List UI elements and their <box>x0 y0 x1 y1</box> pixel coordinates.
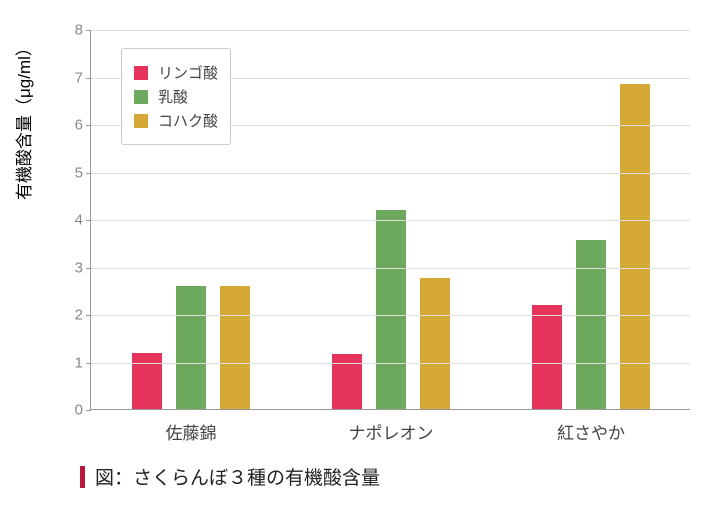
bar <box>576 240 606 409</box>
grid-line <box>91 315 690 316</box>
ytick-mark <box>86 220 91 221</box>
ytick-label: 4 <box>75 212 83 229</box>
caption-marker <box>80 466 85 488</box>
ytick-mark <box>86 30 91 31</box>
ytick-label: 2 <box>75 307 83 324</box>
y-axis-title: 有機酸含量（μg/ml） <box>10 39 35 200</box>
legend-item: リンゴ酸 <box>134 62 218 83</box>
grid-line <box>91 220 690 221</box>
bar <box>620 84 650 409</box>
ytick-mark <box>86 173 91 174</box>
ytick-label: 8 <box>75 22 83 39</box>
ytick-mark <box>86 410 91 411</box>
plot-area: リンゴ酸乳酸コハク酸 012345678佐藤錦ナポレオン紅さやか <box>90 30 690 410</box>
xtick-label: 紅さやか <box>557 419 625 444</box>
legend-swatch <box>134 90 148 104</box>
bar <box>420 278 450 409</box>
grid-line <box>91 173 690 174</box>
ytick-label: 3 <box>75 259 83 276</box>
figure: 有機酸含量（μg/ml） リンゴ酸乳酸コハク酸 012345678佐藤錦ナポレオ… <box>20 20 700 490</box>
legend-swatch <box>134 114 148 128</box>
ytick-mark <box>86 268 91 269</box>
caption-text: 図：さくらんぼ３種の有機酸含量 <box>95 463 380 490</box>
legend-item: コハク酸 <box>134 110 218 131</box>
ytick-label: 1 <box>75 354 83 371</box>
legend-label: コハク酸 <box>158 110 218 131</box>
legend: リンゴ酸乳酸コハク酸 <box>121 48 231 145</box>
legend-label: 乳酸 <box>158 86 188 107</box>
grid-line <box>91 30 690 31</box>
xtick-label: 佐藤錦 <box>166 419 217 444</box>
ytick-label: 0 <box>75 402 83 419</box>
ytick-mark <box>86 125 91 126</box>
ytick-label: 5 <box>75 164 83 181</box>
bar <box>220 286 250 409</box>
bar <box>376 210 406 410</box>
bar <box>132 353 162 409</box>
ytick-mark <box>86 315 91 316</box>
bar <box>532 305 562 410</box>
bar <box>176 286 206 409</box>
legend-item: 乳酸 <box>134 86 218 107</box>
ytick-label: 7 <box>75 69 83 86</box>
ytick-mark <box>86 78 91 79</box>
grid-line <box>91 363 690 364</box>
grid-line <box>91 268 690 269</box>
figure-caption: 図：さくらんぼ３種の有機酸含量 <box>80 463 380 490</box>
ytick-mark <box>86 363 91 364</box>
legend-swatch <box>134 66 148 80</box>
xtick-label: ナポレオン <box>349 419 434 444</box>
ytick-label: 6 <box>75 117 83 134</box>
legend-label: リンゴ酸 <box>158 62 218 83</box>
